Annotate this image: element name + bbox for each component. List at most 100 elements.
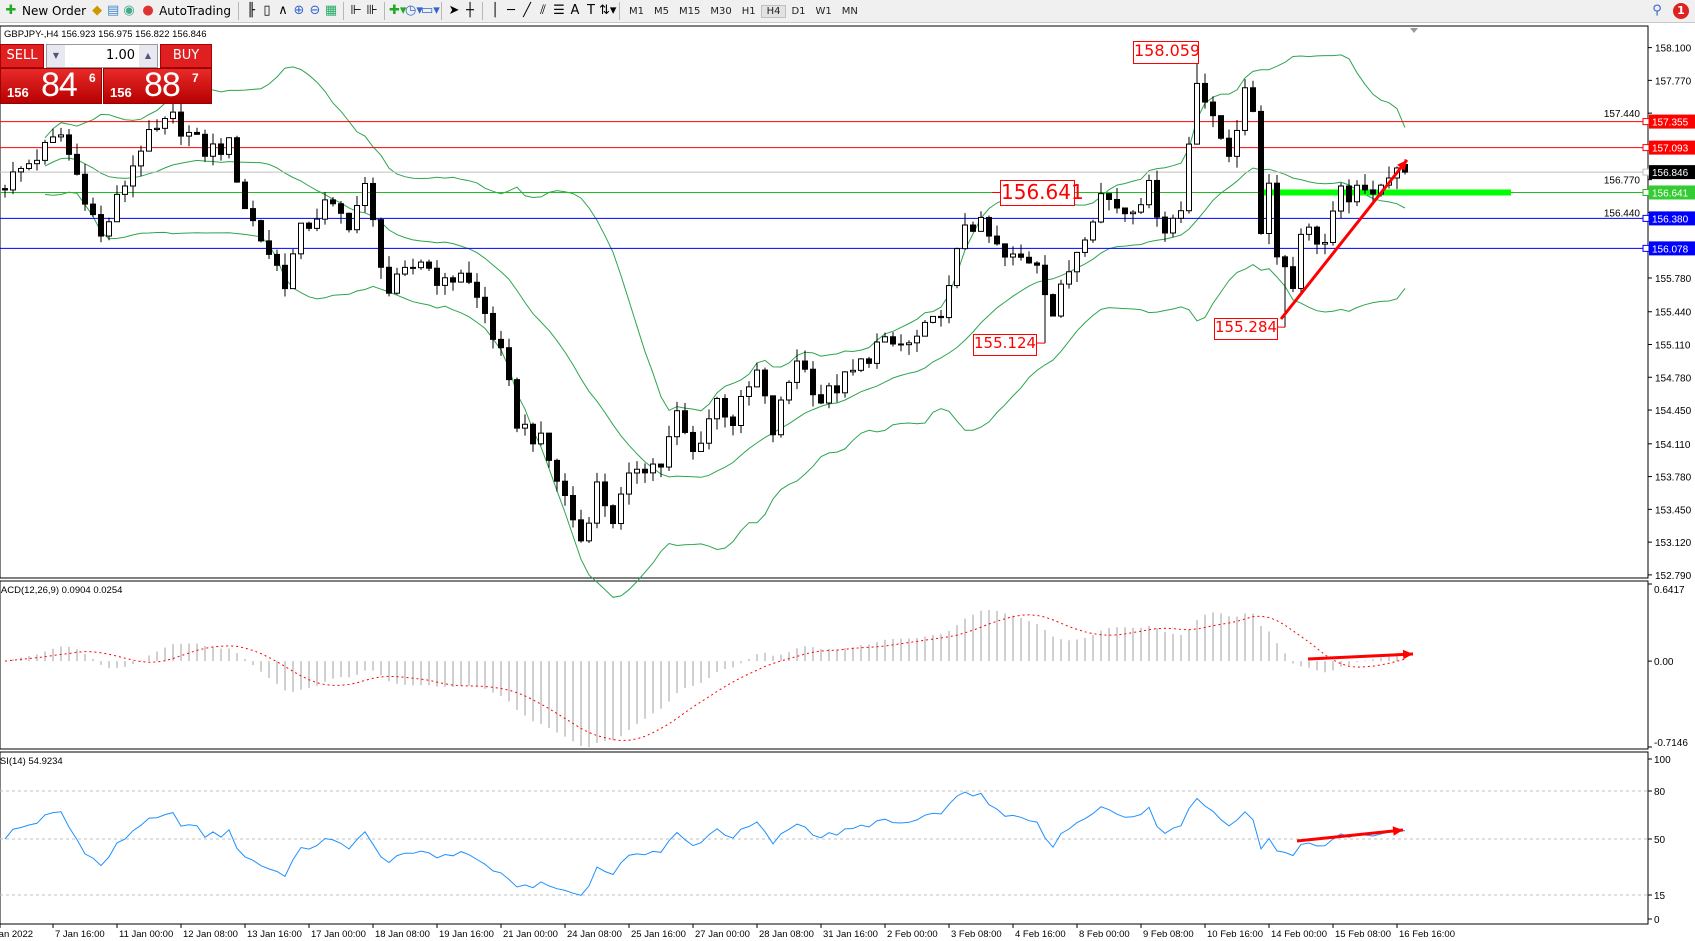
bullish-candle — [674, 410, 680, 438]
low-price-label-1[interactable]: 155.124 — [973, 334, 1037, 356]
bearish-candle — [74, 153, 80, 175]
price-axis-label: 153.450 — [1655, 505, 1692, 516]
bullish-candle — [1178, 210, 1184, 219]
high-price-label[interactable]: 158.059 — [1133, 41, 1200, 64]
timeframe-m1[interactable]: M1 — [628, 5, 644, 17]
rsi-trend-arrow-head — [1392, 826, 1403, 836]
candlestick-icon[interactable]: ▯ — [263, 3, 271, 18]
timeframe-w1[interactable]: W1 — [815, 5, 832, 17]
chart-shift-icon[interactable]: ⊩ — [350, 3, 362, 18]
fibonacci-icon[interactable]: ☰ — [553, 3, 565, 18]
templates-icon[interactable]: ▭▾ — [420, 3, 440, 18]
vertical-line-icon[interactable]: │ — [491, 3, 499, 18]
bullish-candle — [50, 136, 56, 143]
bullish-candle — [882, 336, 888, 343]
bearish-candle — [1122, 207, 1128, 215]
bearish-candle — [994, 235, 1000, 245]
bearish-candle — [1050, 294, 1056, 317]
bearish-candle — [818, 394, 824, 404]
zoom-in-icon[interactable]: ⊕ — [293, 3, 305, 18]
bearish-candle — [970, 224, 976, 232]
timeframe-h4[interactable]: H4 — [760, 4, 787, 18]
bearish-candle — [450, 277, 456, 283]
timeframe-mn[interactable]: MN — [841, 5, 858, 17]
bullish-candle — [162, 118, 168, 129]
zoom-out-icon[interactable]: ⊖ — [309, 3, 321, 18]
lot-increase-button[interactable]: ▲ — [139, 45, 157, 67]
time-axis-label: 12 Jan 08:00 — [183, 929, 238, 940]
arrows-icon[interactable]: ⇅▾ — [598, 3, 617, 18]
bar-chart-icon[interactable]: ╟ — [247, 3, 255, 18]
bullish-candle — [1354, 184, 1360, 203]
horizontal-line-icon[interactable]: ─ — [507, 3, 515, 18]
sell-button[interactable]: SELL — [0, 44, 44, 68]
crosshair-icon[interactable]: ┼ — [466, 3, 474, 18]
low-price-label-2[interactable]: 155.284 — [1214, 318, 1278, 340]
price-axis-label: 158.100 — [1655, 44, 1692, 55]
notification-badge[interactable]: 1 — [1673, 3, 1689, 19]
sell-price-main: 84 — [41, 66, 78, 104]
bullish-candle — [1322, 242, 1328, 245]
bearish-candle — [338, 203, 344, 214]
sell-price-box[interactable]: 156 84 6 — [0, 66, 102, 104]
timeframe-m30[interactable]: M30 — [710, 5, 732, 17]
equidistant-channel-icon[interactable]: ⫽ — [540, 3, 546, 18]
bullish-candle — [706, 418, 712, 444]
bullish-candle — [402, 266, 408, 275]
bullish-candle — [1242, 87, 1248, 131]
trendline-icon[interactable]: ╱ — [523, 3, 531, 18]
indicators-icon[interactable]: ✚▾ — [388, 3, 407, 18]
tile-windows-icon[interactable]: ▦ — [324, 3, 338, 18]
timeframe-m5[interactable]: M5 — [653, 5, 669, 17]
signals-icon[interactable]: ◉ — [123, 3, 135, 18]
search-icon[interactable]: ⚲ — [1652, 3, 1662, 18]
time-axis-label: 2 Feb 00:00 — [887, 929, 938, 940]
navigator-icon[interactable]: ▤ — [106, 3, 120, 18]
bearish-candle — [378, 219, 384, 268]
bullish-candle — [1338, 185, 1344, 212]
bullish-candle — [666, 436, 672, 468]
buy-button[interactable]: BUY — [160, 44, 212, 68]
line-chart-icon[interactable]: ∧ — [278, 3, 288, 18]
autoscroll-icon[interactable]: ⊪ — [366, 3, 378, 18]
bearish-candle — [474, 281, 480, 298]
lot-decrease-button[interactable]: ▼ — [47, 45, 65, 67]
sell-price-prefix: 156 — [7, 85, 29, 100]
bullish-candle — [1234, 129, 1240, 157]
time-axis-label: 24 Jan 08:00 — [567, 929, 622, 940]
divider — [342, 2, 344, 20]
cursor-icon[interactable]: ➤ — [448, 3, 460, 18]
bullish-candle — [1186, 143, 1192, 212]
timeframe-m15[interactable]: M15 — [678, 5, 701, 17]
bearish-candle — [1274, 182, 1280, 258]
timeframe-h1[interactable]: H1 — [741, 5, 756, 17]
text-label-icon[interactable]: T — [587, 3, 595, 18]
bearish-candle — [1282, 256, 1288, 268]
bullish-candle — [930, 315, 936, 323]
price-tag-label: 156.641 — [1652, 188, 1689, 199]
support-price-label[interactable]: 156.641 — [1000, 180, 1084, 206]
new-order-icon: ✚ — [5, 3, 17, 18]
bullish-candle — [794, 360, 800, 383]
text-icon[interactable]: A — [570, 3, 580, 18]
support-zone-bar — [1259, 189, 1511, 196]
bullish-candle — [914, 335, 920, 344]
timeframe-d1[interactable]: D1 — [791, 5, 806, 17]
bearish-candle — [1290, 266, 1296, 289]
lot-size-input[interactable]: ▼ 1.00 ▲ — [46, 44, 158, 68]
time-axis-label: 25 Jan 16:00 — [631, 929, 686, 940]
bearish-candle — [730, 416, 736, 426]
buy-price-box[interactable]: 156 88 7 — [103, 66, 212, 104]
bullish-candle — [922, 321, 928, 337]
bearish-candle — [722, 397, 728, 418]
autotrading-icon: ● — [142, 3, 154, 18]
bearish-candle — [1162, 216, 1168, 234]
periods-icon[interactable]: ◷▾ — [404, 3, 423, 18]
metaeditor-icon[interactable]: ◆ — [92, 3, 103, 18]
bearish-candle — [1018, 253, 1024, 258]
autotrading-button[interactable]: ● AutoTrading — [137, 1, 234, 21]
new-order-button[interactable]: ✚ New Order — [0, 1, 89, 21]
time-axis-label: 9 Feb 08:00 — [1143, 929, 1194, 940]
bearish-candle — [1250, 87, 1256, 112]
